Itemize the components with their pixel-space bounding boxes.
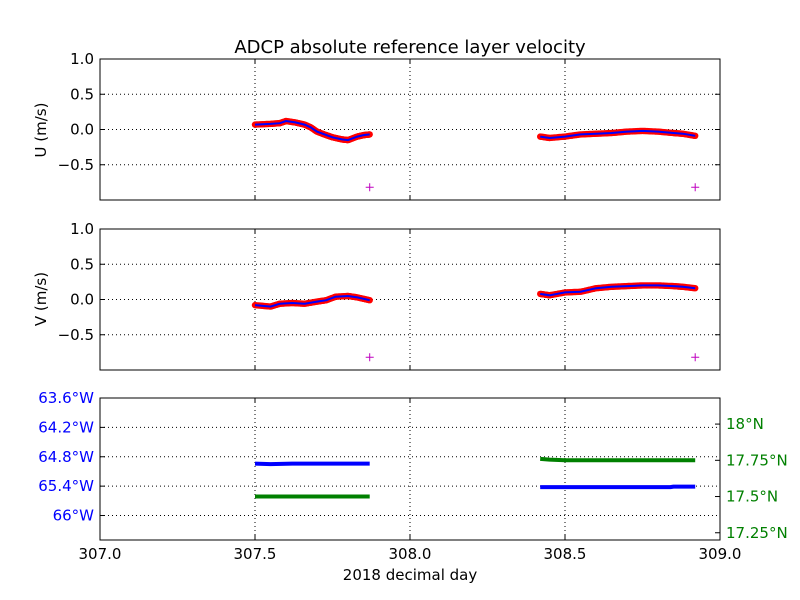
y-tick-label: 1.0 — [70, 50, 94, 68]
series-line — [254, 294, 370, 308]
x-axis-label: 2018 decimal day — [343, 566, 478, 584]
u-axis-label: U (m/s) — [32, 103, 50, 158]
series-line — [540, 284, 696, 297]
longitude-tick-label: 63.6°W — [38, 389, 94, 407]
y-tick-label: 0.5 — [70, 255, 94, 273]
latitude-tick-label: 17.25°N — [726, 524, 788, 542]
plus-marker — [365, 183, 374, 192]
longitude-tick-label: 64.8°W — [38, 448, 94, 466]
u-panel-frame — [99, 58, 721, 201]
y-tick-label: −0.5 — [58, 156, 94, 174]
y-tick-label: −0.5 — [58, 326, 94, 344]
y-tick-label: 1.0 — [70, 220, 94, 238]
x-tick-label: 307.0 — [79, 545, 122, 563]
y-tick-label: 0.0 — [70, 291, 94, 309]
plus-marker — [691, 183, 700, 192]
x-tick-label: 308.0 — [389, 545, 432, 563]
v-axis-label: V (m/s) — [32, 272, 50, 326]
v-velocity-panel: 1.0 0.5 0.0 −0.5 V (m/s) — [32, 220, 721, 371]
position-panel: 63.6°W 64.2°W 64.8°W 65.4°W 66°W 18°N 17.75°N 1… — [38, 389, 787, 584]
y-tick-label: 0.5 — [70, 85, 94, 103]
u-velocity-panel: 1.0 0.5 0.0 −0.5 U (m/s) — [32, 50, 721, 201]
chart-title: ADCP absolute reference layer velocity — [234, 37, 586, 58]
v-panel-frame — [99, 228, 721, 371]
plus-marker — [365, 353, 374, 362]
longitude-track — [254, 461, 370, 467]
series-line — [540, 129, 696, 140]
plus-marker — [691, 353, 700, 362]
latitude-tick-label: 17.5°N — [726, 488, 778, 506]
x-tick-label: 308.5 — [544, 545, 587, 563]
position-panel-frame — [99, 397, 721, 541]
latitude-tick-label: 17.75°N — [726, 451, 788, 469]
longitude-tick-label: 65.4°W — [38, 477, 94, 495]
x-tick-label: 309.0 — [699, 545, 742, 563]
series-line — [254, 119, 370, 142]
y-tick-label: 0.0 — [70, 121, 94, 139]
latitude-tick-label: 18°N — [726, 415, 764, 433]
longitude-tick-label: 66°W — [53, 507, 95, 525]
x-tick-label: 307.5 — [234, 545, 277, 563]
longitude-track — [540, 484, 696, 490]
latitude-track — [540, 456, 696, 463]
longitude-tick-label: 64.2°W — [38, 418, 94, 436]
